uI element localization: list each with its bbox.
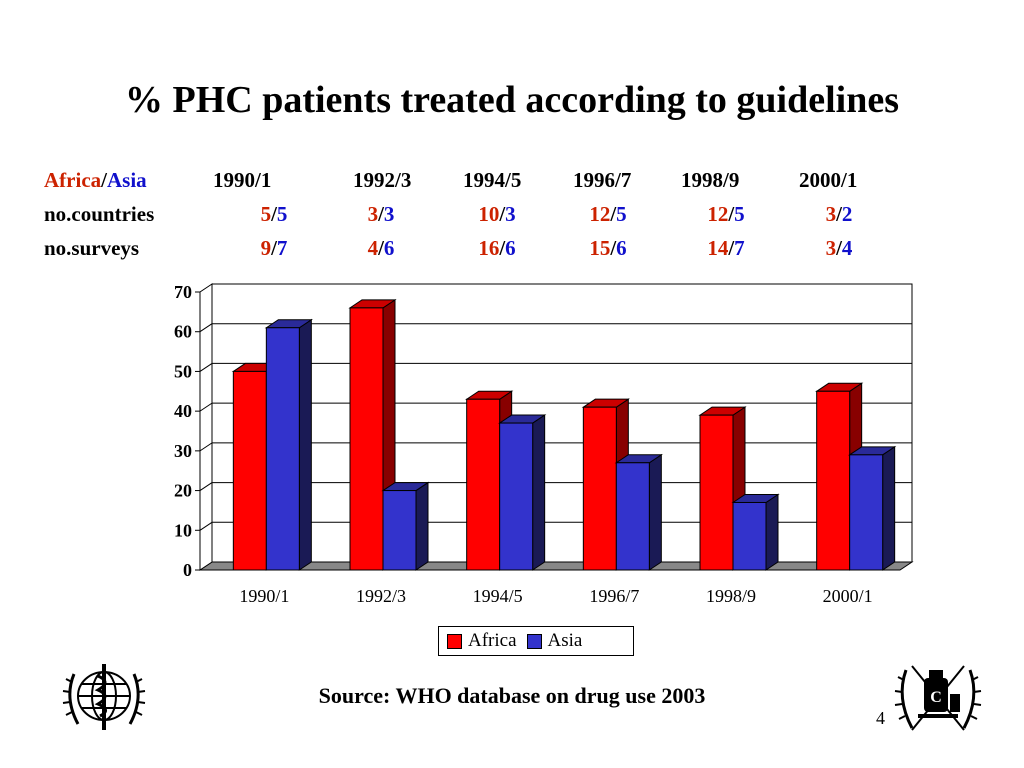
- x-tick-label: 1990/1: [239, 586, 289, 606]
- cell: 12/5: [589, 202, 627, 226]
- bar-africa-2: [466, 398, 501, 571]
- bar-side-asia-3: [648, 453, 662, 571]
- bar-side-asia-0: [298, 318, 312, 571]
- bar-asia-3: [615, 462, 650, 571]
- header-separator: /: [101, 168, 107, 192]
- period-1998: 1998/9: [681, 168, 740, 192]
- row-surveys: no.surveys 9/7 4/6 16/6 15/6 14/7 3/4: [44, 236, 944, 262]
- y-tick-label: 10: [174, 520, 192, 540]
- header-africa: Africa: [44, 168, 102, 192]
- legend-swatch-africa: [447, 633, 462, 649]
- legend-label-africa: Africa: [468, 630, 517, 651]
- cell: 4/6: [367, 236, 395, 260]
- period-1990: 1990/1: [213, 168, 272, 192]
- gridline-side: [199, 323, 213, 333]
- bar-africa-0: [232, 370, 267, 571]
- bar-africa-1: [349, 307, 384, 571]
- row-countries: no.countries 5/5 3/3 10/3 12/5 12/5 3/2: [44, 202, 944, 228]
- cell: 3/3: [367, 202, 395, 226]
- bar-side-asia-2: [532, 414, 546, 571]
- cell: 3/2: [825, 202, 853, 226]
- bar-side-asia-4: [765, 493, 779, 571]
- legend-item-asia: Asia: [526, 630, 583, 652]
- cell: 5/5: [260, 202, 288, 226]
- bar-side-asia-1: [415, 481, 429, 571]
- bar-asia-0: [265, 327, 300, 571]
- gridline-side: [199, 482, 213, 491]
- page-number: 4: [876, 708, 885, 728]
- gridline-side: [199, 363, 213, 372]
- y-tick-label: 70: [174, 282, 192, 302]
- period-1994: 1994/5: [463, 168, 522, 192]
- bar-asia-4: [732, 501, 767, 571]
- gridline-side: [199, 442, 213, 452]
- bar-asia-5: [849, 454, 884, 571]
- header-asia: Asia: [106, 168, 147, 192]
- who-emblem-icon: [62, 664, 146, 730]
- gridline-side: [199, 402, 213, 412]
- y-tick-label: 0: [183, 560, 192, 580]
- cell: 14/7: [707, 236, 745, 260]
- bar-africa-5: [816, 390, 851, 571]
- y-tick-label: 40: [174, 401, 192, 421]
- svg-text:C: C: [930, 689, 942, 706]
- gridline-side: [199, 521, 213, 531]
- bar-africa-3: [582, 406, 617, 571]
- legend-swatch-asia: [526, 633, 542, 649]
- cell: 9/7: [260, 236, 288, 260]
- y-tick-label: 30: [174, 441, 192, 461]
- slide-title: % PHC patients treated according to guid…: [124, 79, 900, 121]
- cell: 12/5: [707, 202, 745, 226]
- row-label: no.countries: [44, 202, 155, 226]
- period-2000: 2000/1: [799, 168, 858, 192]
- period-1992: 1992/3: [353, 168, 412, 192]
- x-tick-label: 1996/7: [589, 586, 639, 606]
- chart-legend: Africa Asia: [438, 626, 634, 656]
- table-header-label: Africa/Asia: [44, 168, 147, 193]
- period-1996: 1996/7: [573, 168, 632, 192]
- cell: 15/6: [589, 236, 627, 260]
- cell: 10/3: [478, 202, 516, 226]
- bar-africa-4: [699, 414, 734, 571]
- bar-asia-2: [499, 422, 534, 571]
- source-note: Source: WHO database on drug use 2003: [318, 683, 706, 708]
- bar-side-asia-5: [882, 445, 896, 571]
- x-tick-label: 1994/5: [473, 586, 523, 606]
- y-tick-label: 20: [174, 481, 192, 501]
- x-tick-label: 1998/9: [706, 586, 756, 606]
- y-tick-label: 60: [174, 322, 192, 342]
- row-label: no.surveys: [44, 236, 140, 260]
- essential-drugs-emblem-icon: C: [894, 665, 982, 731]
- legend-label-asia: Asia: [547, 630, 583, 651]
- chart-side-wall: [199, 283, 213, 571]
- legend-item-africa: Africa: [447, 630, 517, 652]
- x-tick-label: 1992/3: [356, 586, 406, 606]
- plot-area: [211, 283, 913, 563]
- x-tick-label: 2000/1: [823, 586, 873, 606]
- cell: 3/4: [825, 236, 853, 260]
- cell: 16/6: [478, 236, 516, 260]
- y-tick-label: 50: [174, 361, 192, 381]
- bar-asia-1: [382, 490, 417, 571]
